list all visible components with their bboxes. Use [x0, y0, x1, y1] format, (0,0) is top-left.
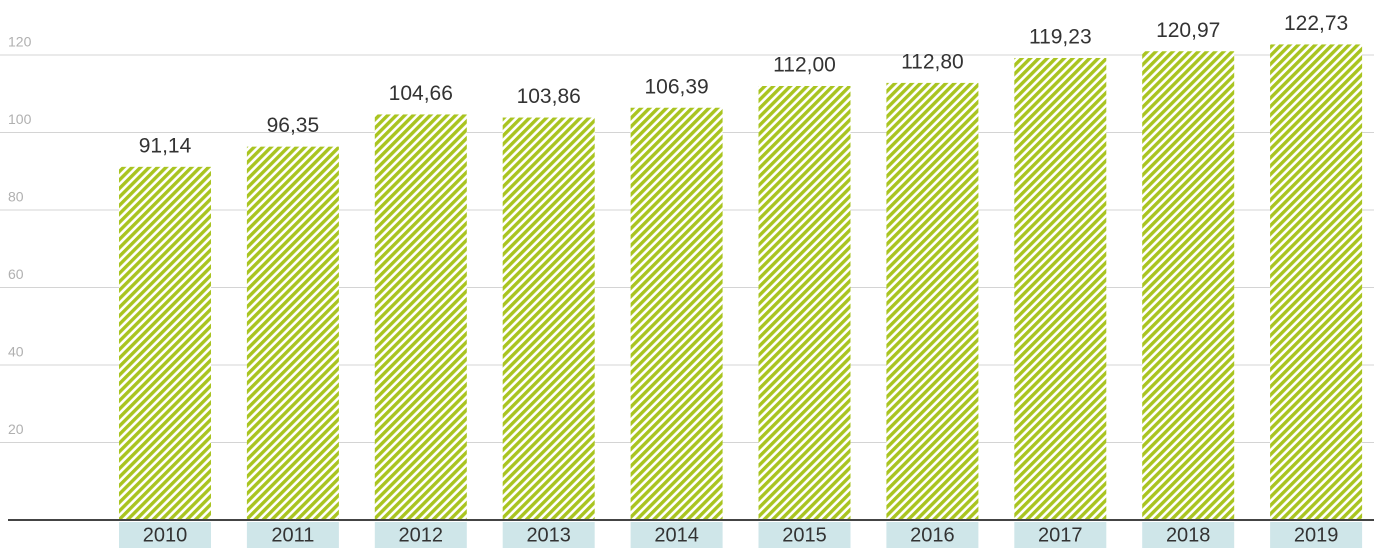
bar: [502, 117, 595, 520]
bar: [119, 166, 211, 520]
category-box: [246, 522, 339, 548]
value-label: 112,80: [901, 50, 964, 73]
y-tick-label: 80: [8, 189, 24, 205]
category-box: [886, 522, 979, 548]
bar: [1142, 51, 1235, 521]
category-box: [630, 522, 723, 548]
value-label: 106,39: [644, 75, 708, 98]
x-tick-label: 2015: [782, 524, 827, 546]
value-label: 122,73: [1284, 12, 1348, 35]
bar: [1014, 57, 1107, 520]
x-tick-label: 2017: [1038, 524, 1083, 546]
value-label: 112,00: [773, 54, 836, 77]
bar: [374, 114, 467, 520]
value-label: 119,23: [1029, 26, 1092, 49]
category-box: [1270, 522, 1363, 548]
x-tick-label: 2012: [399, 524, 444, 546]
category-box: [758, 522, 851, 548]
x-tick-label: 2014: [654, 524, 699, 546]
y-tick-label: 60: [8, 266, 24, 282]
bar: [758, 86, 851, 520]
bar: [630, 107, 723, 521]
x-tick-label: 2018: [1166, 524, 1211, 546]
x-tick-label: 2019: [1294, 524, 1339, 546]
category-box: [502, 522, 595, 548]
x-tick-label: 2010: [143, 524, 188, 546]
category-box: [1014, 522, 1107, 548]
bar: [246, 146, 339, 521]
value-label: 120,97: [1156, 19, 1220, 42]
y-tick-label: 100: [8, 111, 32, 127]
x-tick-label: 2016: [910, 524, 955, 546]
y-tick-label: 120: [8, 34, 32, 50]
bar: [886, 82, 979, 521]
category-box: [1142, 522, 1235, 548]
value-label: 96,35: [267, 114, 320, 137]
y-tick-label: 20: [8, 421, 24, 437]
value-label: 104,66: [389, 82, 453, 105]
category-box: [374, 522, 467, 548]
value-label: 103,86: [517, 85, 581, 108]
value-label: 91,14: [139, 134, 192, 157]
y-tick-label: 40: [8, 344, 24, 360]
x-tick-label: 2013: [526, 524, 571, 546]
x-tick-label: 2011: [271, 524, 314, 546]
category-box: [119, 522, 211, 548]
bar: [1270, 44, 1363, 520]
